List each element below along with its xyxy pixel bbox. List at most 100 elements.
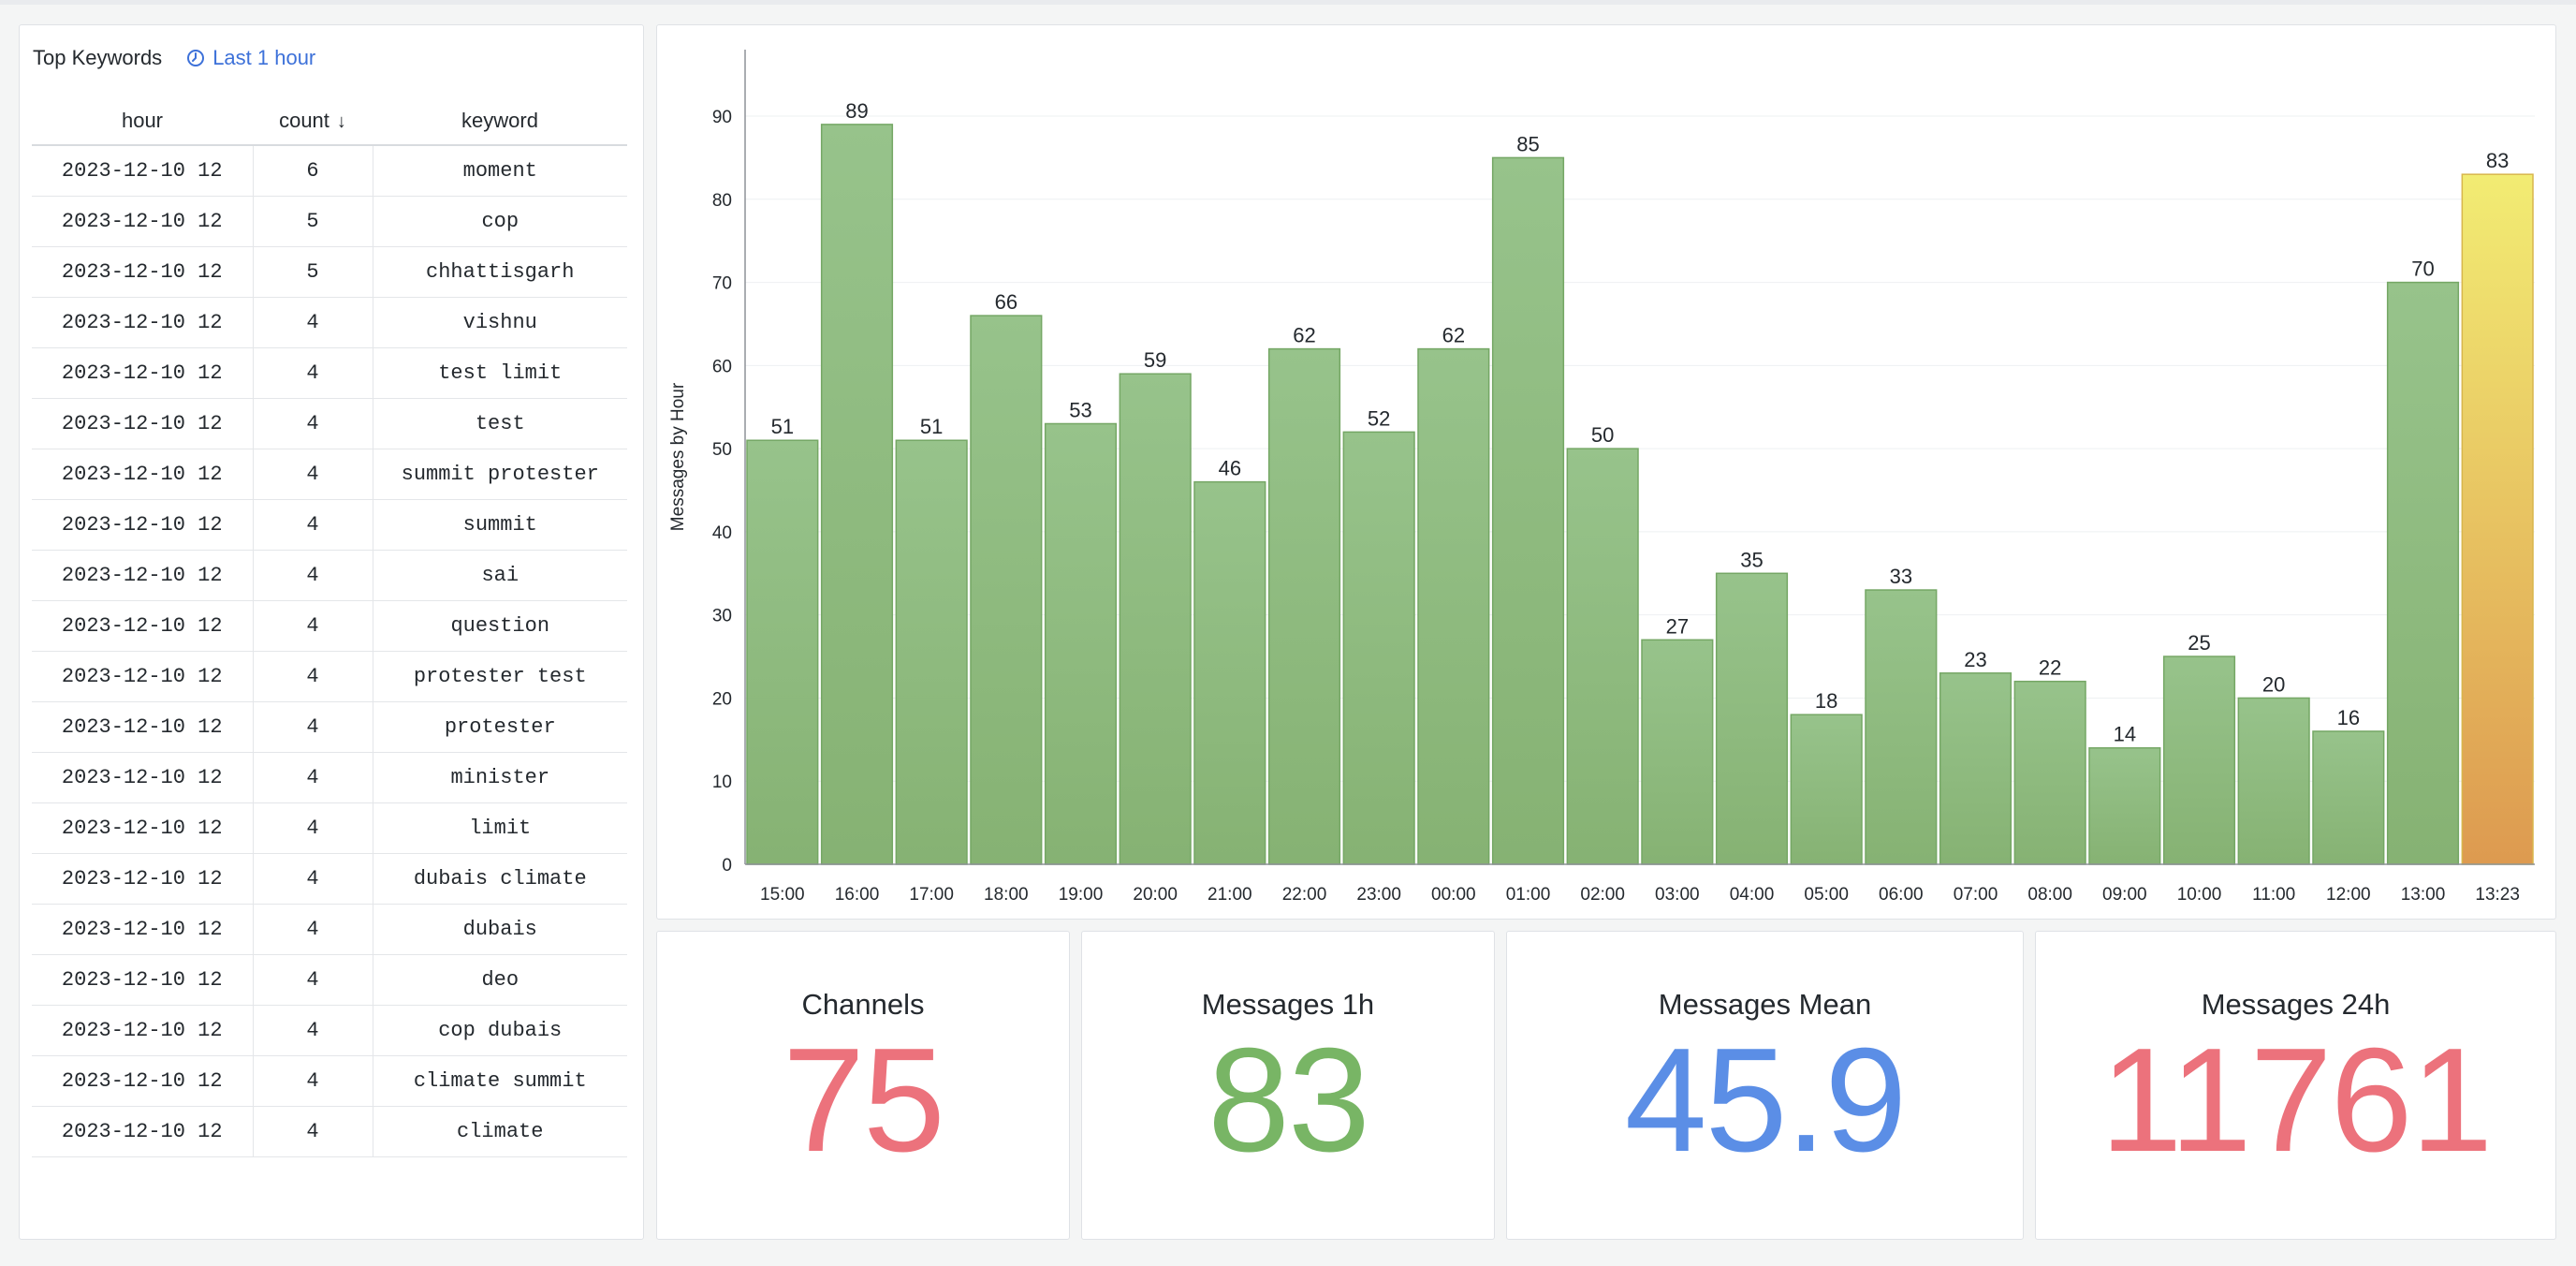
cell-count: 4 xyxy=(253,853,373,905)
y-tick-label: 50 xyxy=(712,440,732,460)
cell-count: 6 xyxy=(253,145,373,197)
bar-value-label: 62 xyxy=(1442,324,1465,347)
cell-hour: 2023-12-10 12 xyxy=(32,499,254,551)
bar-value-label: 70 xyxy=(2411,258,2434,281)
table-row: 2023-12-10 12 4 test xyxy=(32,398,627,449)
stat-panel-channels: Channels 75 xyxy=(656,931,1070,1240)
table-row: 2023-12-10 12 4 limit xyxy=(32,802,627,854)
bar xyxy=(1491,156,1565,865)
cell-keyword: chhattisgarh xyxy=(373,246,627,298)
bar-value-label: 46 xyxy=(1219,457,1241,480)
stat-label: Messages 1h xyxy=(1201,988,1375,1021)
y-tick-label: 0 xyxy=(722,856,732,876)
y-tick-label: 90 xyxy=(712,108,732,127)
bar xyxy=(820,124,894,865)
y-tick-label: 30 xyxy=(712,607,732,626)
bar-value-label: 25 xyxy=(2188,631,2210,655)
cell-count: 4 xyxy=(253,752,373,803)
bar-value-label: 23 xyxy=(1964,648,1986,671)
table-row: 2023-12-10 12 5 chhattisgarh xyxy=(32,246,627,298)
cell-count: 4 xyxy=(253,550,373,601)
table-row: 2023-12-10 12 4 cop dubais xyxy=(32,1005,627,1056)
table-row: 2023-12-10 12 4 protester xyxy=(32,701,627,753)
time-range-label: Last 1 hour xyxy=(212,46,316,69)
bar-value-label: 51 xyxy=(920,415,943,438)
table-row: 2023-12-10 12 4 summit protester xyxy=(32,449,627,500)
cell-hour: 2023-12-10 12 xyxy=(32,246,254,298)
bar xyxy=(746,439,819,865)
cell-count: 4 xyxy=(253,1106,373,1157)
column-header-keyword[interactable]: keyword xyxy=(373,96,627,146)
x-tick-label: 05:00 xyxy=(1804,885,1849,905)
cell-count: 4 xyxy=(253,347,373,399)
bar xyxy=(1417,347,1490,865)
table-row: 2023-12-10 12 4 test limit xyxy=(32,347,627,399)
x-tick-label: 13:00 xyxy=(2401,885,2446,905)
x-tick-label: 00:00 xyxy=(1431,885,1476,905)
cell-hour: 2023-12-10 12 xyxy=(32,398,254,449)
arrow-down-icon: ↓ xyxy=(336,110,346,132)
cell-keyword: deo xyxy=(373,954,627,1006)
bar-value-label: 22 xyxy=(2039,656,2061,680)
stat-panel-messages-24h: Messages 24h 11761 xyxy=(2035,931,2556,1240)
cell-count: 4 xyxy=(253,904,373,955)
stat-value: 83 xyxy=(1208,1018,1370,1183)
cell-hour: 2023-12-10 12 xyxy=(32,347,254,399)
cell-hour: 2023-12-10 12 xyxy=(32,954,254,1006)
cell-keyword: dubais climate xyxy=(373,853,627,905)
bar-value-label: 85 xyxy=(1516,132,1539,155)
bar xyxy=(1715,572,1789,865)
bar-value-label: 53 xyxy=(1069,398,1091,421)
bar-value-label: 83 xyxy=(2486,149,2509,172)
cell-hour: 2023-12-10 12 xyxy=(32,651,254,702)
bar xyxy=(970,315,1043,865)
x-tick-label: 01:00 xyxy=(1506,885,1551,905)
panel-title: Top Keywords xyxy=(33,46,163,69)
cell-count: 4 xyxy=(253,398,373,449)
cell-hour: 2023-12-10 12 xyxy=(32,1005,254,1056)
bar xyxy=(2162,655,2236,865)
x-tick-label: 07:00 xyxy=(1954,885,1998,905)
x-tick-label: 04:00 xyxy=(1730,885,1775,905)
bar-value-label: 18 xyxy=(1815,689,1837,713)
bar-value-label: 66 xyxy=(995,290,1017,314)
stat-label: Messages 24h xyxy=(2201,988,2391,1021)
time-range-button[interactable]: Last 1 hour xyxy=(186,46,315,70)
cell-hour: 2023-12-10 12 xyxy=(32,297,254,348)
stat-value: 75 xyxy=(783,1018,945,1183)
table-row: 2023-12-10 12 5 cop xyxy=(32,196,627,247)
x-tick-label: 21:00 xyxy=(1208,885,1252,905)
cell-count: 4 xyxy=(253,651,373,702)
cell-count: 4 xyxy=(253,600,373,652)
cell-count: 4 xyxy=(253,499,373,551)
bar-value-label: 59 xyxy=(1144,348,1166,372)
stat-label: Messages Mean xyxy=(1658,988,1872,1021)
cell-hour: 2023-12-10 12 xyxy=(32,752,254,803)
cell-count: 4 xyxy=(253,954,373,1006)
cell-count: 4 xyxy=(253,802,373,854)
messages-by-hour-chart-panel: 0 10 20 30 40 50 60 70 80 90 Messages by Hour 51 15:… xyxy=(656,24,2556,920)
x-tick-label: 22:00 xyxy=(1282,885,1327,905)
bar xyxy=(1865,589,1938,865)
cell-keyword: cop xyxy=(373,196,627,247)
column-header-hour[interactable]: hour xyxy=(32,96,253,146)
y-tick-label: 20 xyxy=(712,689,732,709)
bar-value-label: 33 xyxy=(1890,565,1912,588)
bar xyxy=(1267,347,1341,865)
bar-value-label: 27 xyxy=(1666,614,1689,638)
stat-label: Channels xyxy=(801,988,925,1021)
y-tick-label: 60 xyxy=(712,357,732,376)
y-axis-label: Messages by Hour xyxy=(668,382,688,531)
x-tick-label: 16:00 xyxy=(835,885,880,905)
y-tick-label: 70 xyxy=(712,274,732,294)
bar xyxy=(2461,173,2534,865)
bar xyxy=(2386,281,2460,865)
column-header-count[interactable]: count ↓ xyxy=(253,96,373,146)
cell-hour: 2023-12-10 12 xyxy=(32,550,254,601)
clock-icon xyxy=(186,49,205,67)
cell-hour: 2023-12-10 12 xyxy=(32,196,254,247)
cell-keyword: question xyxy=(373,600,627,652)
table-row: 2023-12-10 12 4 protester test xyxy=(32,651,627,702)
x-tick-label: 17:00 xyxy=(909,885,954,905)
cell-count: 4 xyxy=(253,1005,373,1056)
